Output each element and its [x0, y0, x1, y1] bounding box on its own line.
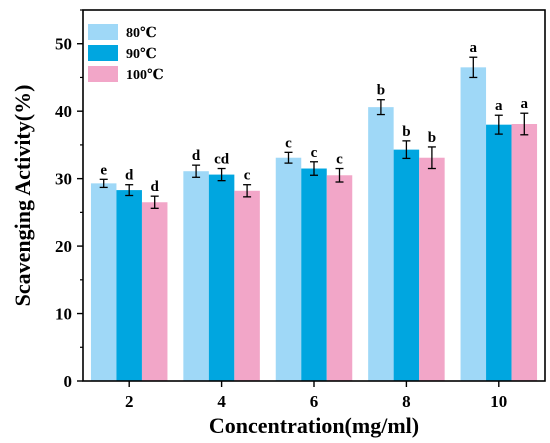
bar-series-0-8 [368, 107, 394, 381]
significance-label-series-2-2: d [151, 179, 160, 195]
x-tick-label-6: 6 [310, 392, 319, 411]
significance-label-series-1-2: d [125, 168, 134, 184]
bar-series-0-10 [460, 67, 487, 381]
significance-label-series-0-6: c [285, 135, 292, 151]
bar-series-2-8 [419, 157, 445, 381]
bar-series-0-2 [90, 183, 117, 381]
x-tick-label-10: 10 [490, 392, 507, 411]
bar-series-1-8 [393, 149, 420, 381]
y-tick-label-0: 0 [64, 372, 73, 391]
bar-series-1-6 [301, 168, 327, 381]
legend-label-0: 80℃ [126, 26, 157, 41]
bar-series-2-2 [141, 202, 168, 381]
x-tick-label-4: 4 [217, 392, 226, 411]
significance-label-series-0-10: a [470, 40, 478, 56]
y-tick-label-50: 50 [55, 35, 72, 54]
bar-series-0-4 [183, 171, 209, 381]
significance-label-series-1-8: b [402, 124, 410, 140]
significance-label-series-2-8: b [428, 130, 436, 146]
x-tick-label-2: 2 [125, 392, 134, 411]
y-tick-label-40: 40 [55, 102, 72, 121]
legend-label-1: 90℃ [126, 47, 157, 62]
x-tick-label-8: 8 [402, 392, 411, 411]
y-tick-label-30: 30 [55, 170, 72, 189]
significance-label-series-2-10: a [521, 96, 529, 112]
y-axis-title: Scavenging Activity(%) [10, 85, 35, 307]
significance-label-series-0-8: b [377, 83, 385, 99]
significance-label-series-0-2: e [100, 162, 107, 178]
bar-series-1-10 [486, 124, 512, 381]
bar-series-2-10 [511, 123, 538, 382]
bar-series-1-4 [208, 174, 235, 381]
significance-label-series-1-10: a [495, 98, 503, 114]
legend-swatch-1 [88, 45, 118, 61]
y-tick-label-10: 10 [55, 305, 72, 324]
legend-swatch-2 [88, 66, 118, 82]
significance-label-series-2-6: c [336, 152, 343, 168]
x-axis-title: Concentration(mg/ml) [209, 413, 419, 438]
y-tick-label-20: 20 [55, 237, 72, 256]
axes: 0 10 20 30 40 50 2 4 6 8 10 Concentration(mg/ml) Sca… [10, 9, 546, 438]
bar-series-2-6 [326, 175, 353, 381]
significance-label-series-1-6: c [311, 145, 318, 161]
legend-swatch-0 [88, 24, 118, 40]
significance-label-series-2-4: c [244, 168, 251, 184]
bar-series-0-6 [275, 157, 302, 381]
significance-label-series-0-4: d [192, 148, 201, 164]
significance-label-series-1-4: cd [214, 152, 230, 168]
legend-label-2: 100℃ [126, 68, 164, 83]
bar-series-1-2 [116, 190, 142, 381]
legend: 80℃ 90℃ 100℃ [88, 24, 164, 83]
bar-series-2-4 [234, 190, 260, 381]
